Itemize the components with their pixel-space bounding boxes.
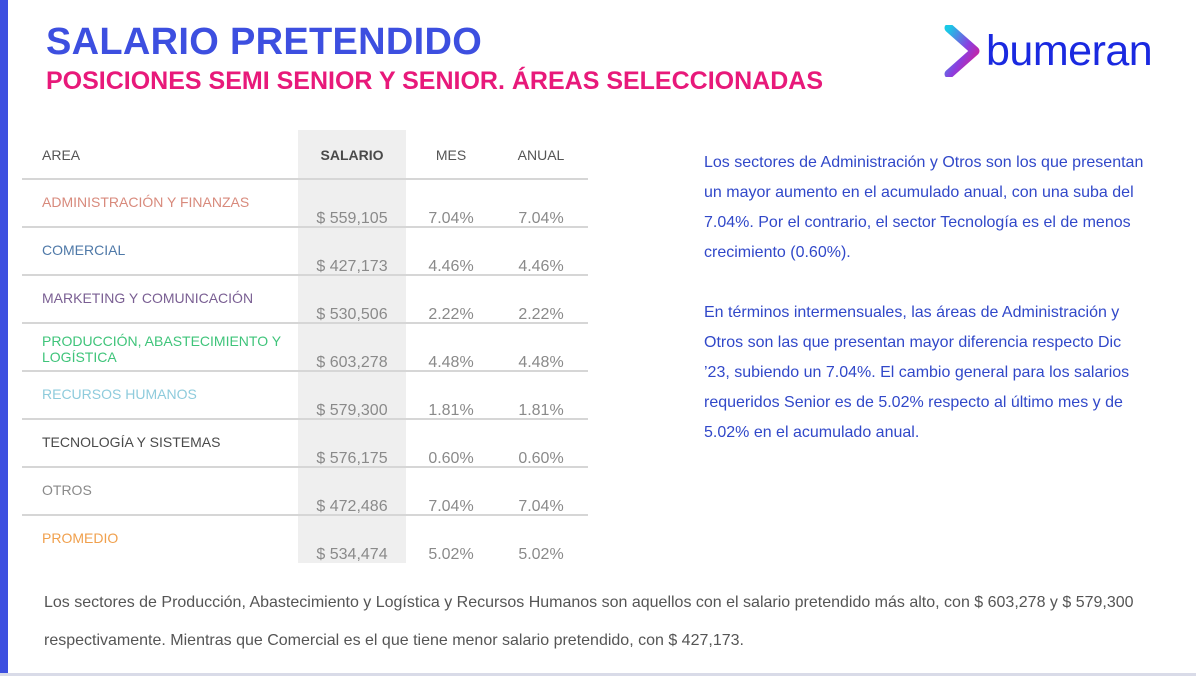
- area-name: RECURSOS HUMANOS: [42, 386, 197, 402]
- header-salario: SALARIO: [320, 147, 384, 163]
- area-name: COMERCIAL: [42, 242, 126, 258]
- annual-change: 7.04%: [518, 498, 564, 515]
- table-row: PRODUCCIÓN, ABASTECIMIENTO Y LOGÍSTICA $…: [22, 324, 588, 372]
- area-name: OTROS: [42, 482, 92, 498]
- area-name: ADMINISTRACIÓN Y FINANZAS: [42, 194, 250, 210]
- salary-value: $ 603,278: [316, 354, 388, 371]
- table-row: TECNOLOGÍA Y SISTEMAS $ 576,175 0.60% 0.…: [22, 420, 588, 468]
- monthly-change: 7.04%: [428, 498, 474, 515]
- header-mes: MES: [435, 147, 467, 163]
- monthly-change: 1.81%: [428, 402, 474, 419]
- annual-change: 5.02%: [518, 546, 564, 563]
- header-anual: ANUAL: [517, 147, 565, 163]
- monthly-change: 0.60%: [428, 450, 474, 467]
- monthly-change: 4.48%: [428, 354, 474, 371]
- footer-commentary: Los sectores de Producción, Abastecimien…: [44, 594, 1134, 649]
- annual-change: 2.22%: [518, 306, 564, 323]
- page-title: SALARIO PRETENDIDO: [46, 21, 483, 63]
- monthly-change: 7.04%: [428, 210, 474, 227]
- salary-value: $ 534,474: [316, 546, 388, 563]
- side-paragraph-1: Los sectores de Administración y Otros s…: [704, 154, 1144, 261]
- salary-column-highlight: [298, 130, 406, 563]
- table-row-average: PROMEDIO $ 534,474 5.02% 5.02%: [22, 516, 588, 563]
- monthly-change: 2.22%: [428, 306, 474, 323]
- table-row: RECURSOS HUMANOS $ 579,300 1.81% 1.81%: [22, 372, 588, 420]
- area-name: TECNOLOGÍA Y SISTEMAS: [42, 434, 221, 450]
- left-accent-bar: [0, 0, 8, 676]
- area-name: PROMEDIO: [42, 530, 119, 546]
- area-name: PRODUCCIÓN, ABASTECIMIENTO Y LOGÍSTICA: [42, 333, 281, 365]
- bumeran-logo: bumeran: [944, 24, 1153, 78]
- salary-value: $ 530,506: [316, 306, 388, 323]
- monthly-change: 5.02%: [428, 546, 474, 563]
- side-paragraph-2: En términos intermensuales, las áreas de…: [704, 304, 1130, 441]
- annual-change: 4.48%: [518, 354, 564, 371]
- annual-change: 4.46%: [518, 258, 564, 275]
- salary-value: $ 427,173: [316, 258, 388, 275]
- annual-change: 1.81%: [518, 402, 564, 419]
- salary-value: $ 576,175: [316, 450, 388, 467]
- salary-value: $ 559,105: [316, 210, 388, 227]
- page-subtitle: POSICIONES SEMI SENIOR Y SENIOR. ÁREAS S…: [46, 67, 824, 95]
- table-header: AREA SALARIO MES ANUAL: [22, 130, 588, 180]
- bumeran-arrow-icon: [944, 25, 980, 77]
- header-area: AREA: [42, 147, 81, 163]
- table-row: OTROS $ 472,486 7.04% 7.04%: [22, 468, 588, 516]
- bottom-divider: [0, 673, 1196, 676]
- table-row: COMERCIAL $ 427,173 4.46% 4.46%: [22, 228, 588, 276]
- annual-change: 7.04%: [518, 210, 564, 227]
- table-row: MARKETING Y COMUNICACIÓN $ 530,506 2.22%…: [22, 276, 588, 324]
- side-commentary: Los sectores de Administración y Otros s…: [704, 148, 1144, 448]
- annual-change: 0.60%: [518, 450, 564, 467]
- logo-text: bumeran: [986, 27, 1153, 75]
- salary-value: $ 579,300: [316, 402, 388, 419]
- table-row: ADMINISTRACIÓN Y FINANZAS $ 559,105 7.04…: [22, 180, 588, 228]
- area-name: MARKETING Y COMUNICACIÓN: [42, 290, 254, 306]
- monthly-change: 4.46%: [428, 258, 474, 275]
- salary-value: $ 472,486: [316, 498, 388, 515]
